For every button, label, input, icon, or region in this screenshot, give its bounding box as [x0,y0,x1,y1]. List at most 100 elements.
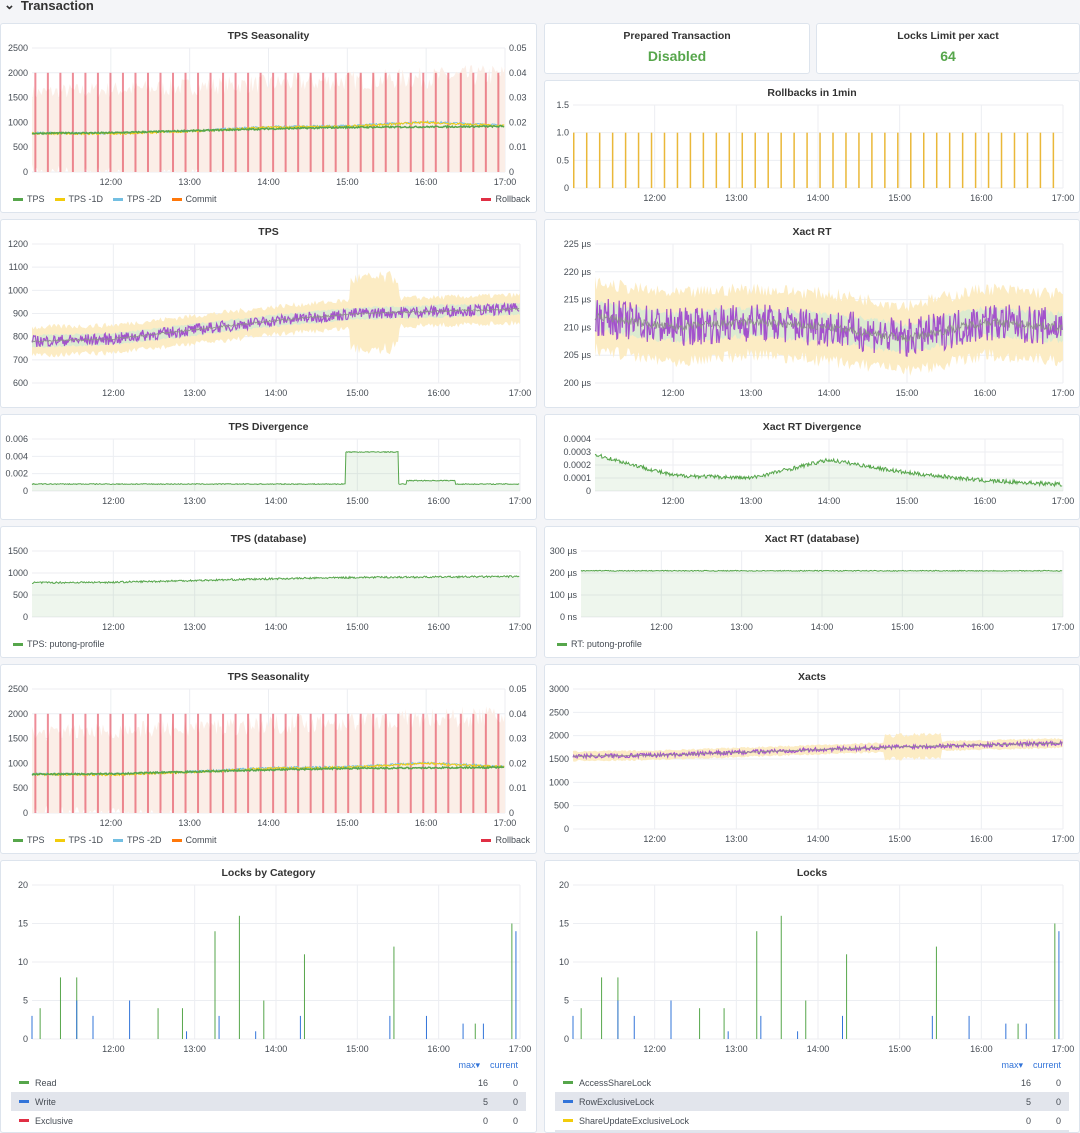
panel-title[interactable]: Xact RT Divergence [762,421,862,433]
tps-2d-series [31,761,505,776]
y-tick-label: 1200 [8,239,28,249]
chart-tps-seasonality-1[interactable]: 0 500 1000 1500 2000 2500 0 0.01 0.02 0.03 0.04 0.0… [1,24,537,213]
x-tick-label: 13:00 [183,622,206,632]
y-tick-label: 1.5 [556,100,569,110]
rollback-bar [484,713,487,813]
rollback-bar [259,72,262,172]
legend-row[interactable]: Exclusive 0 0 [11,1111,526,1130]
y2-tick-label: 0.05 [509,43,527,53]
legend-item[interactable]: TPS -2D [113,835,162,845]
rollback-bar [624,132,627,188]
legend-label: TPS -2D [127,835,162,845]
chart-xact-rt[interactable]: 200 µs 205 µs 210 µs 215 µs 220 µs 225 µs 12:0… [545,220,1080,408]
series-color-icon [557,642,567,646]
sort-max-header[interactable]: max▾ [1001,1059,1023,1070]
chart-tps-seasonality-2[interactable]: 0 500 1000 1500 2000 2500 0 0.01 0.02 0.03 0.04 0.0… [1,665,537,854]
legend-label: Commit [185,835,217,845]
legend-row[interactable]: AccessShareLock 16 0 [555,1073,1069,1092]
panel-title[interactable]: Rollbacks in 1min [767,87,857,99]
panel-title[interactable]: Prepared Transaction [623,30,731,42]
series-name: ShareUpdateExclusiveLock [579,1115,690,1126]
legend: RT: putong-profile [557,639,1073,649]
chart-tps[interactable]: 600 700 800 900 1000 1100 1200 12:00 13:00 14:00 1… [1,220,537,408]
panel-title[interactable]: Locks [796,867,828,879]
max-value: 5 [482,1096,488,1107]
rollback-bar [935,132,938,188]
y-tick-label: 1500 [8,93,28,103]
y-tick-label: 2500 [549,707,569,717]
panel-title[interactable]: Xacts [797,671,827,683]
rollback-bar [234,72,237,172]
legend-item[interactable]: Rollback [481,835,530,845]
rollback-bar [172,72,175,172]
legend-item[interactable]: RT: putong-profile [557,639,642,649]
y-tick-label: 0 [23,808,28,818]
rollback-bar [472,713,475,813]
legend-item[interactable]: TPS -1D [54,194,103,204]
tps-series [31,765,505,776]
y-tick-label: 100 µs [550,590,578,600]
rt-divergence-series-fill [595,454,1063,491]
legend-row[interactable]: ShareRowExclusiveLock00 [555,1130,1069,1132]
x-tick-label: 15:00 [346,388,369,398]
legend-row[interactable]: RowExclusiveLock 5 0 [555,1092,1069,1111]
y-tick-label: 5 [564,996,569,1006]
x-tick-label: 16:00 [427,496,450,506]
chart-xacts[interactable]: 0 500 1000 1500 2000 2500 3000 12:00 13:00 14:00 1… [545,665,1080,854]
x-tick-label: 15:00 [346,622,369,632]
legend-item[interactable]: TPS -1D [54,835,103,845]
panel-title[interactable]: Locks by Category [221,867,316,879]
rollback-bar [347,713,350,813]
x-tick-label: 12:00 [650,622,673,632]
y-tick-label: 0 [23,1034,28,1044]
y-tick-label: 900 [13,309,28,319]
chevron-down-icon: ⌄ [4,0,15,12]
panel-tps-seasonality-2: TPS Seasonality 0 500 1000 1500 2000 2500 0 0.01… [0,664,537,854]
row-header-transaction[interactable]: ⌄ Transaction [4,0,94,13]
legend-row[interactable]: ShareUpdateExclusiveLock 0 0 [555,1111,1069,1130]
panel-title[interactable]: TPS [258,226,279,238]
panel-title[interactable]: TPS Seasonality [227,671,310,683]
rt-divergence-series-line [594,453,1063,488]
legend-item[interactable]: TPS [13,194,45,204]
legend-row[interactable]: Write 5 0 [11,1092,526,1111]
panel-title[interactable]: TPS Divergence [228,421,309,433]
series-name: Write [35,1096,56,1107]
panel-title[interactable]: Locks Limit per xact [897,30,999,42]
rollback-bar [780,132,782,188]
panel-title[interactable]: TPS (database) [230,533,307,545]
rollback-bar [159,713,162,813]
rollback-bar [184,72,187,172]
series-color-icon [19,1081,29,1084]
panel-tps: TPS 600 700 800 900 1000 1100 1200 12:00 13:00 14:… [0,219,537,408]
panel-title[interactable]: Xact RT [792,226,832,238]
y-tick-label: 20 [18,880,28,890]
legend-item[interactable]: TPS -2D [113,194,162,204]
panel-title[interactable]: Xact RT (database) [764,533,860,545]
stat-value: 64 [940,48,956,64]
series-color-icon [19,1119,29,1122]
current-header[interactable]: current [1032,1060,1061,1070]
current-header[interactable]: current [489,1060,518,1070]
x-tick-label: 15:00 [896,496,919,506]
commit-band [32,65,505,172]
chart-rollbacks-1min[interactable]: 0 0.5 1.0 1.5 12:00 13:00 14:00 15:00 16:00 17:00 [545,81,1080,213]
y-tick-label: 500 [13,142,28,152]
legend-item[interactable]: TPS [13,835,45,845]
y-tick-label: 205 µs [564,350,592,360]
sort-max-header[interactable]: max▾ [458,1059,480,1070]
legend-item[interactable]: TPS: putong-profile [13,639,105,649]
legend-item[interactable]: Rollback [481,194,530,204]
x-tick-label: 15:00 [336,177,359,187]
rollback-bar [611,132,614,188]
legend-item[interactable]: Commit [171,194,217,204]
series-color-icon [19,1100,29,1103]
rollback-bar [59,713,62,813]
legend-label: RT: putong-profile [571,639,642,649]
x-tick-label: 17:00 [1052,834,1075,844]
panel-title[interactable]: TPS Seasonality [227,30,310,42]
rollback-bar [34,713,37,813]
legend-item[interactable]: Commit [171,835,217,845]
y-tick-label: 1500 [549,754,569,764]
legend-row[interactable]: Read 16 0 [11,1073,526,1092]
